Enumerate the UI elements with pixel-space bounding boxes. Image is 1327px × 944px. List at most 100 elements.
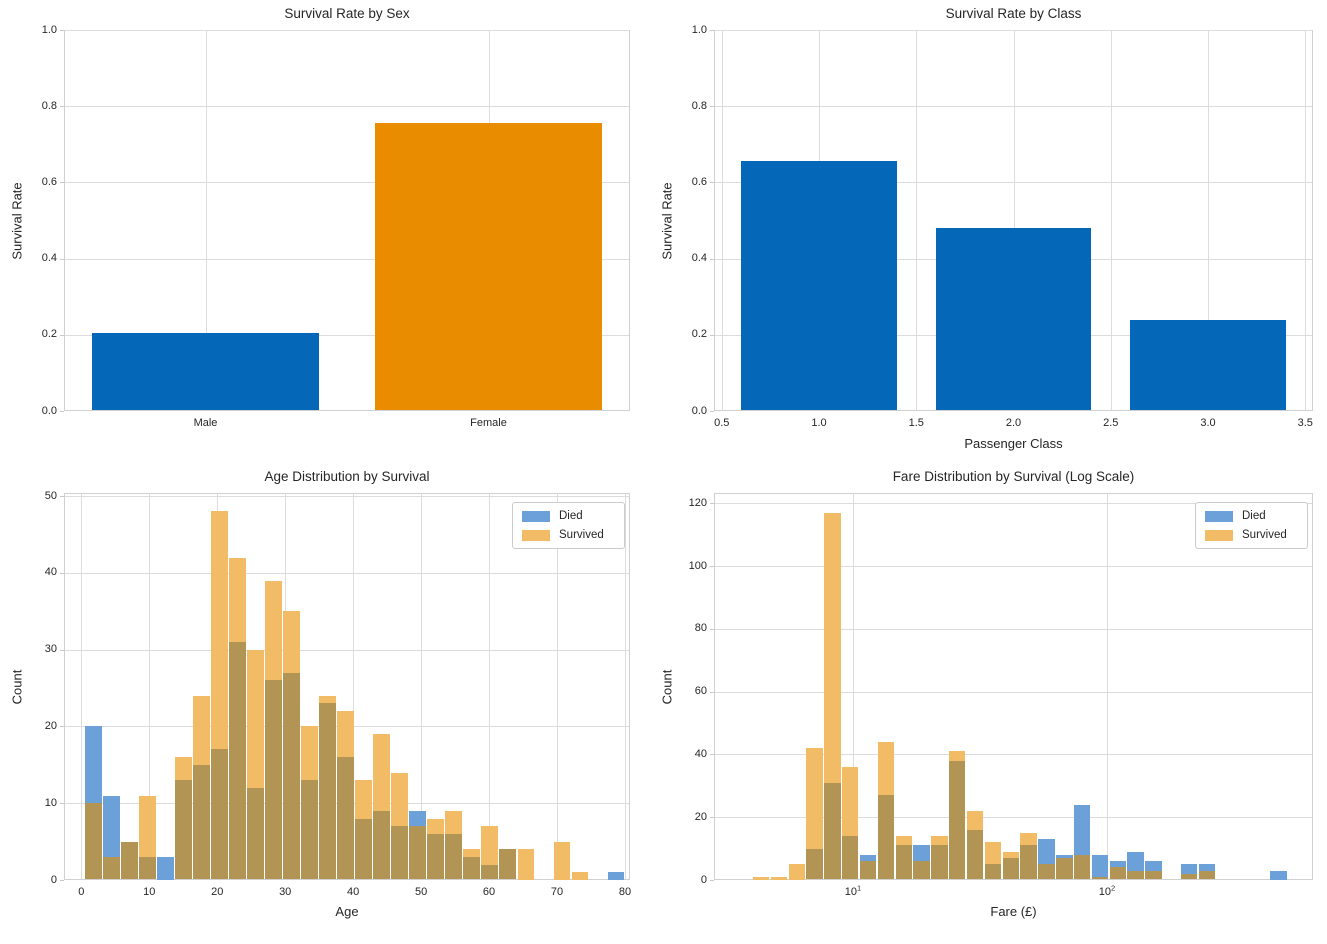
x-gridline [1107, 494, 1108, 879]
legend-label: Died [559, 510, 583, 522]
bar-female [375, 123, 602, 410]
hist-bin-overlap [984, 864, 1002, 879]
hist-bin-died [1270, 870, 1287, 880]
hist-bin-overlap [1073, 854, 1091, 879]
hist-bin-died [409, 810, 426, 827]
x-tick-label: Female [470, 417, 507, 429]
hist-bin-died [607, 872, 625, 880]
survived-swatch-icon [522, 529, 550, 541]
chart-title: Fare Distribution by Survival (Log Scale… [892, 469, 1135, 484]
bar-class-3 [1130, 319, 1286, 410]
hist-bin-overlap [1109, 867, 1127, 879]
hist-bin-survived [301, 726, 318, 781]
y-tick-label: 1.0 [691, 23, 707, 36]
hist-bin-overlap [913, 861, 930, 879]
hist-bin-overlap [301, 780, 318, 879]
y-axis-label: Survival Rate [9, 181, 25, 260]
hist-bin-overlap [895, 845, 912, 879]
y-tick-label: 0.0 [41, 404, 57, 417]
hist-bin-overlap [445, 833, 463, 879]
hist-bin-survived [211, 511, 228, 750]
hist-bin-overlap [175, 780, 192, 879]
chart-title: Survival Rate by Class [945, 6, 1082, 21]
hist-bin-survived [319, 695, 336, 704]
hist-bin-survived [373, 734, 390, 811]
hist-bin-overlap [355, 818, 372, 879]
hist-bin-overlap [1020, 845, 1037, 879]
y-tick-mark [710, 411, 714, 412]
hist-bin-died [1109, 861, 1127, 868]
x-tick-label: 80 [618, 886, 632, 898]
x-tick-label: Male [193, 417, 218, 429]
hist-bin-overlap [373, 810, 390, 879]
y-tick-mark [60, 106, 64, 108]
y-tick-mark [710, 334, 714, 336]
x-axis-label: Age [335, 904, 359, 919]
y-tick-mark [710, 817, 714, 819]
x-tick-label: 3.0 [1200, 417, 1216, 429]
x-gridline [624, 494, 626, 879]
y-tick-mark [710, 754, 714, 756]
hist-bin-died [913, 845, 930, 862]
x-gridline [1305, 31, 1307, 410]
hist-bin-overlap [337, 757, 354, 879]
survived-swatch-icon [1205, 529, 1233, 541]
y-gridline [65, 182, 629, 184]
hist-bin-overlap [229, 641, 246, 879]
hist-bin-survived [984, 842, 1002, 865]
x-axis-label: Passenger Class [964, 436, 1063, 451]
y-tick-label: 20 [694, 810, 707, 823]
y-tick-mark [710, 106, 714, 108]
x-gridline [421, 494, 423, 879]
y-tick-label: 60 [694, 685, 707, 698]
y-tick-label: 0.6 [691, 175, 707, 188]
y-tick-mark [60, 411, 64, 412]
x-tick-label: 20 [211, 886, 224, 898]
x-tick-label: 2.5 [1103, 417, 1119, 429]
y-tick-mark [60, 726, 64, 728]
y-axis-label: Count [9, 669, 25, 704]
hist-bin-overlap [499, 849, 517, 879]
hist-bin-survived [806, 748, 823, 849]
hist-bin-overlap [84, 803, 102, 879]
x-tick-label: 0 [78, 886, 85, 898]
y-tick-label: 120 [688, 496, 707, 509]
x-tick-label: 0.5 [714, 417, 730, 429]
hist-bin-survived [1020, 832, 1037, 846]
hist-bin-died [1145, 861, 1162, 871]
hist-bin-died [1038, 839, 1055, 865]
x-tick-label: 70 [550, 886, 564, 898]
y-tick-label: 40 [694, 747, 707, 760]
y-tick-label: 0.8 [691, 99, 707, 112]
hist-bin-survived [842, 767, 859, 837]
y-tick-label: 0 [50, 873, 57, 886]
x-tick-label: 40 [347, 886, 360, 898]
x-gridline [353, 494, 355, 879]
y-tick-mark [710, 503, 714, 505]
hist-bin-survived [445, 810, 463, 834]
y-tick-mark [710, 628, 714, 630]
y-tick-label: 80 [694, 622, 707, 635]
y-gridline [715, 817, 1312, 819]
hist-bin-survived [966, 810, 984, 830]
hist-bin-overlap [103, 856, 120, 879]
y-gridline [715, 754, 1312, 756]
y-tick-mark [710, 30, 714, 31]
hist-bin-overlap [463, 856, 481, 879]
y-tick-label: 50 [44, 489, 57, 502]
hist-bin-overlap [427, 833, 444, 879]
y-axis-label: Survival Rate [659, 181, 675, 260]
x-tick-label: 1.5 [908, 417, 924, 429]
hist-bin-overlap [1180, 873, 1198, 879]
y-tick-mark [710, 182, 714, 184]
x-tick-label: 102 [1098, 883, 1116, 898]
hist-bin-survived [949, 751, 966, 761]
hist-bin-survived [788, 864, 805, 880]
hist-bin-overlap [1145, 870, 1162, 879]
hist-bin-survived [571, 872, 589, 880]
hist-bin-survived [463, 849, 481, 857]
hist-bin-died [1127, 851, 1144, 871]
hist-bin-overlap [139, 856, 156, 879]
y-tick-label: 20 [44, 719, 57, 732]
